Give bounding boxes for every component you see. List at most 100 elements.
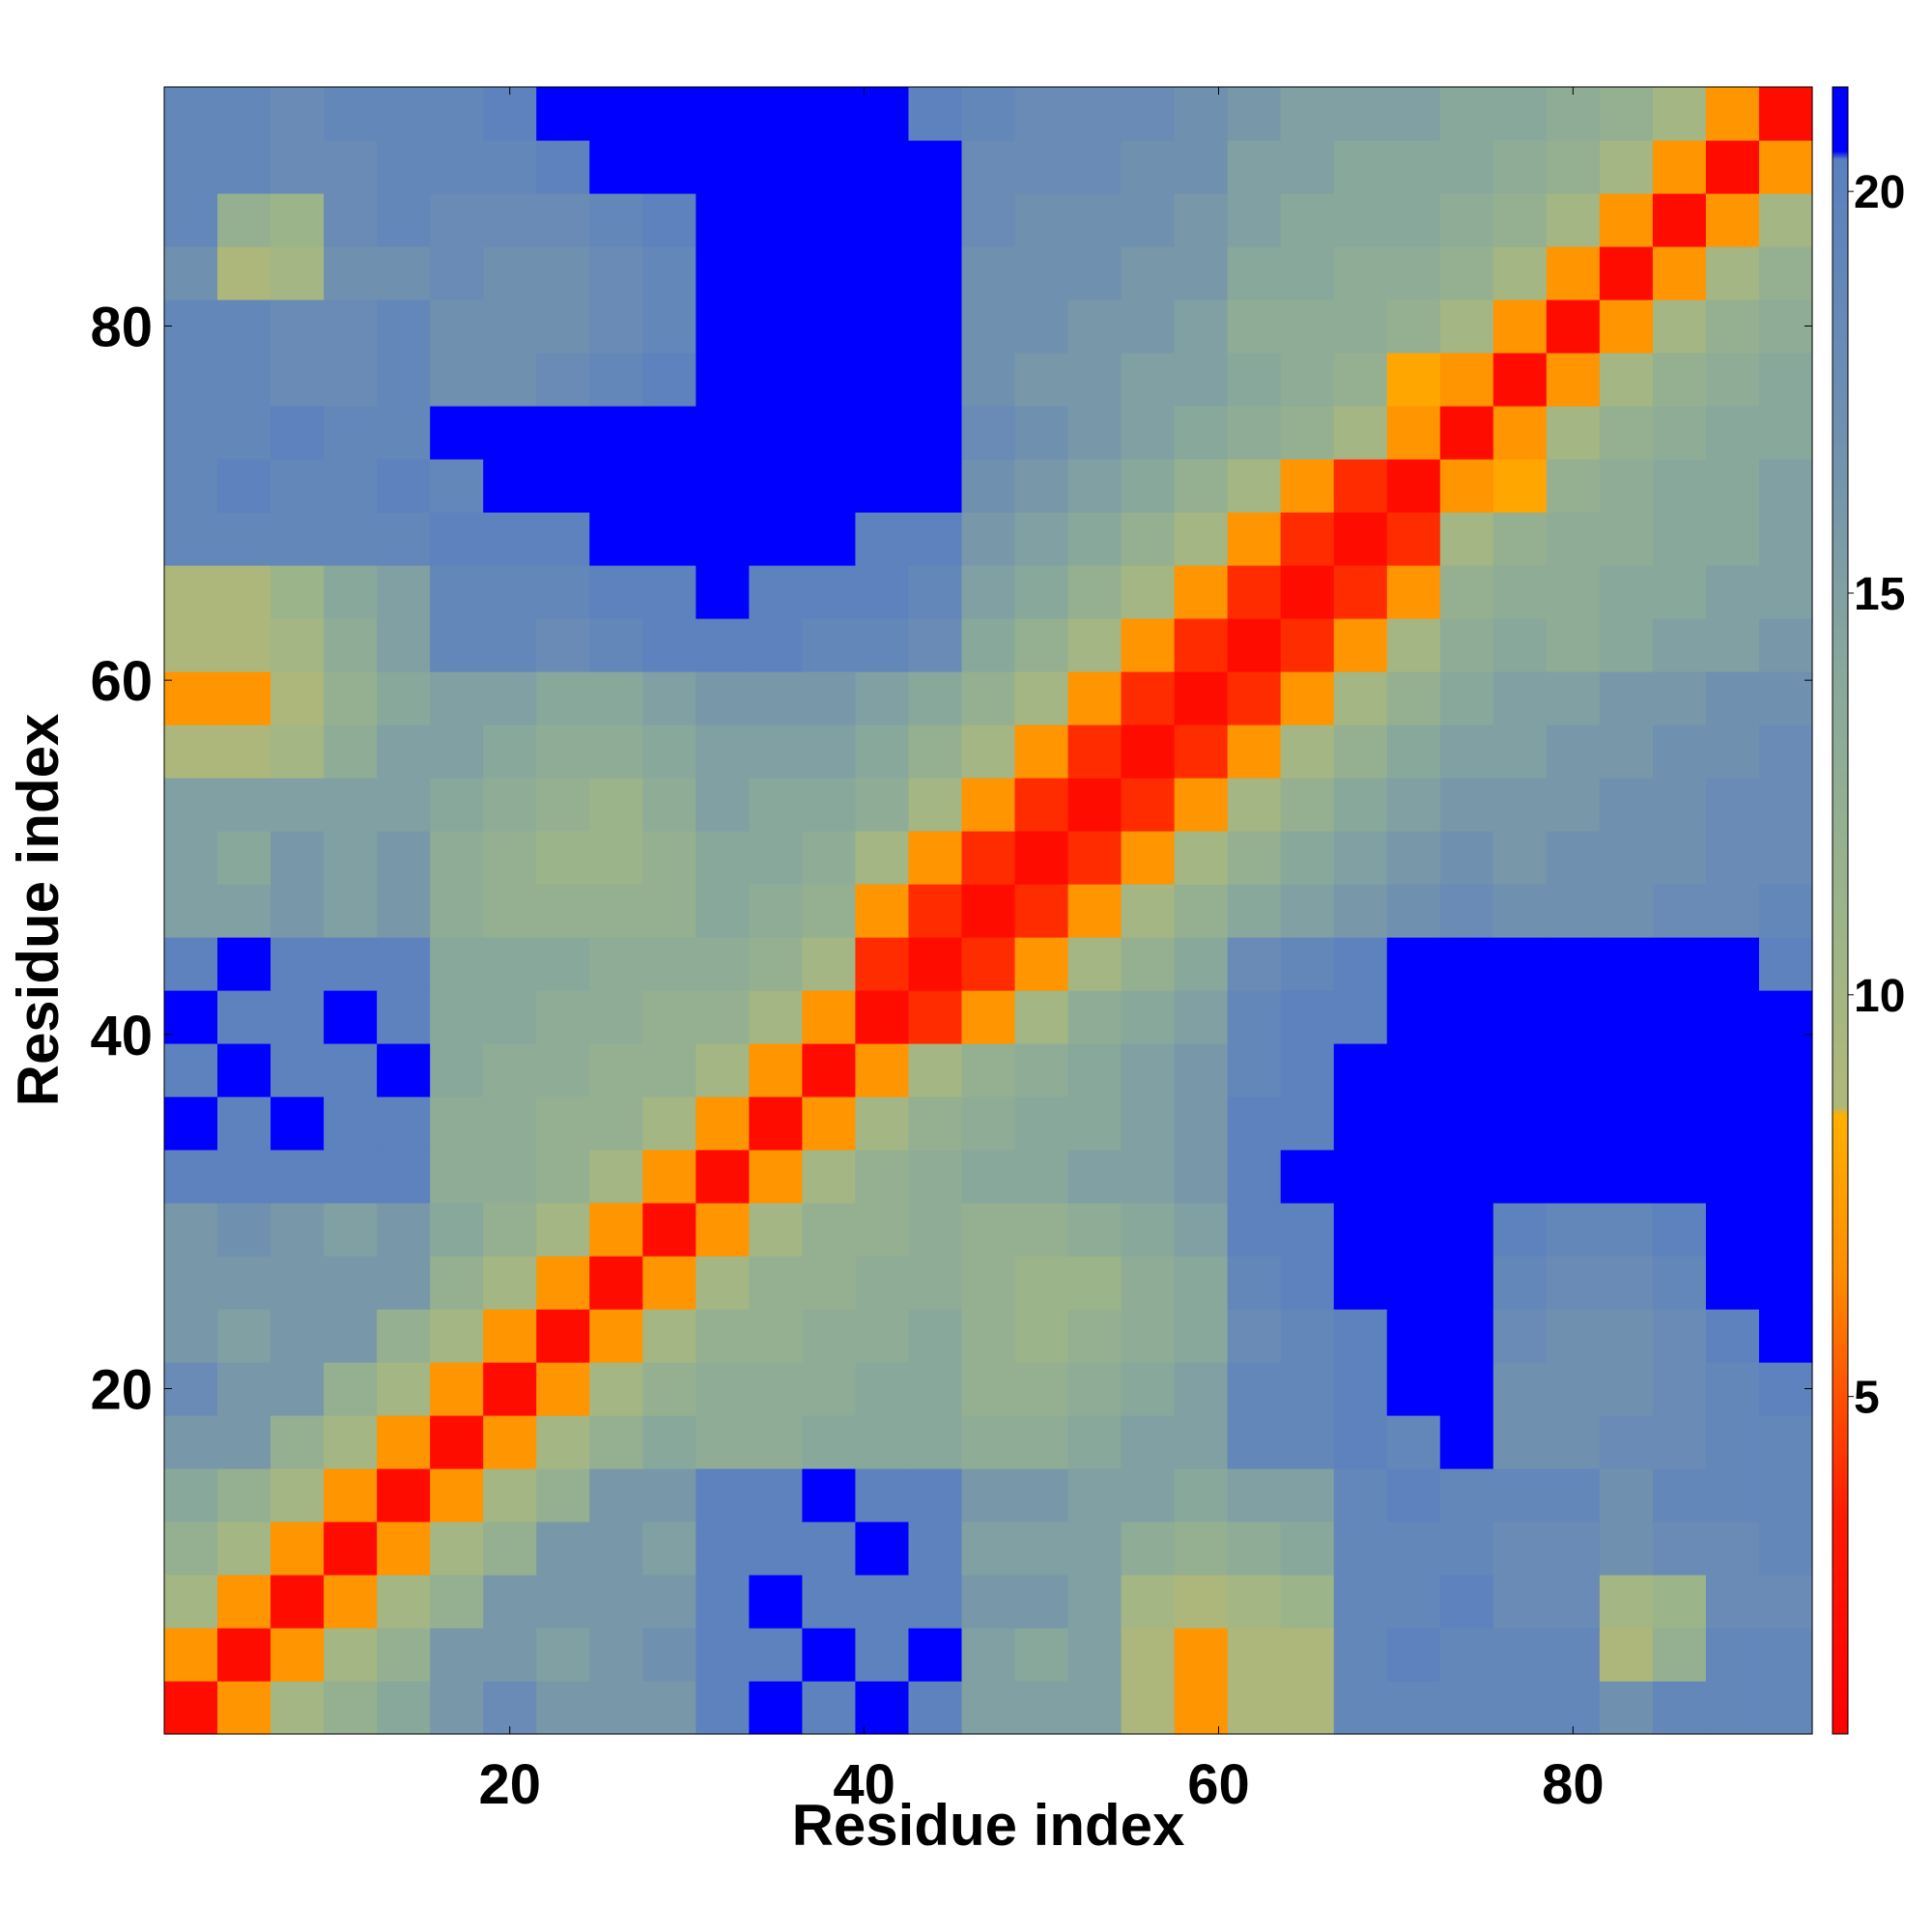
heatmap-cell — [908, 1309, 963, 1363]
heatmap-cell — [430, 831, 484, 885]
heatmap-cell — [1227, 1575, 1282, 1629]
heatmap-cell — [1386, 1309, 1441, 1363]
heatmap-cell — [483, 1150, 537, 1204]
heatmap-cell — [1280, 459, 1335, 513]
heatmap-cell — [1386, 1628, 1441, 1682]
heatmap-cell — [696, 1468, 750, 1522]
heatmap-cell — [589, 1575, 643, 1629]
heatmap-cell — [1121, 831, 1176, 885]
heatmap-cell — [1174, 1415, 1229, 1469]
heatmap-cell — [324, 353, 378, 407]
heatmap-cell — [324, 884, 378, 938]
heatmap-cell — [1121, 1309, 1176, 1363]
heatmap-cell — [1758, 884, 1813, 938]
heatmap-cell — [749, 1468, 803, 1522]
heatmap-cell — [377, 1681, 431, 1735]
heatmap-cell — [536, 1575, 590, 1629]
heatmap-cell — [164, 1150, 218, 1204]
heatmap-cell — [1014, 140, 1069, 194]
heatmap-cell — [1333, 1309, 1388, 1363]
heatmap-cell — [324, 565, 378, 619]
heatmap-cell — [536, 724, 590, 779]
heatmap-cell — [217, 1521, 271, 1576]
heatmap-cell — [377, 406, 431, 460]
heatmap-cell — [536, 671, 590, 725]
heatmap-cell — [483, 884, 537, 938]
heatmap-cell — [1174, 831, 1229, 885]
heatmap-cell — [1386, 1415, 1441, 1469]
heatmap-cell — [1652, 990, 1707, 1044]
heatmap-cell — [164, 406, 218, 460]
heatmap-cell — [589, 1256, 643, 1310]
heatmap-cell — [855, 1043, 910, 1097]
heatmap-cell — [536, 618, 590, 672]
heatmap-cell — [696, 1150, 750, 1204]
heatmap-cell — [1758, 1521, 1813, 1576]
heatmap-cell — [1067, 1521, 1122, 1576]
heatmap-cell — [377, 140, 431, 194]
heatmap-cell — [1280, 1681, 1335, 1735]
heatmap-cell — [536, 1468, 590, 1522]
heatmap-cell — [1333, 1150, 1388, 1204]
heatmap-cell — [961, 778, 1016, 832]
heatmap-cell — [1227, 1043, 1282, 1097]
heatmap-cell — [749, 671, 803, 725]
heatmap-cell — [1758, 1575, 1813, 1629]
heatmap-cell — [377, 831, 431, 885]
heatmap-cell — [536, 193, 590, 247]
heatmap-cell — [1492, 193, 1548, 247]
heatmap-cell — [1758, 618, 1813, 672]
heatmap-cell — [1227, 1362, 1282, 1416]
heatmap-cell — [1333, 990, 1388, 1044]
heatmap-cell — [855, 1150, 910, 1204]
heatmap-cell — [1067, 1468, 1122, 1522]
heatmap-cell — [1121, 1468, 1176, 1522]
heatmap-cell — [1652, 1468, 1707, 1522]
heatmap-cell — [1067, 246, 1122, 300]
heatmap-cell — [1705, 193, 1760, 247]
heatmap-cell — [1227, 1415, 1282, 1469]
heatmap-cell — [1546, 618, 1601, 672]
heatmap-cell — [270, 1043, 325, 1097]
heatmap-cell — [270, 459, 325, 513]
heatmap-cell — [1546, 724, 1601, 779]
heatmap-cell — [430, 565, 484, 619]
heatmap-cell — [1492, 299, 1548, 354]
heatmap-cell — [1333, 1575, 1388, 1629]
heatmap-cell — [536, 1521, 590, 1576]
heatmap-cell — [1652, 1681, 1707, 1735]
heatmap-cell — [324, 193, 378, 247]
heatmap-cell — [855, 1415, 910, 1469]
heatmap-cell — [377, 1362, 431, 1416]
heatmap-cell — [642, 1096, 696, 1151]
heatmap-cell — [1014, 671, 1069, 725]
heatmap-cell — [430, 299, 484, 354]
heatmap-cell — [642, 512, 696, 566]
heatmap-cell — [1599, 1203, 1654, 1257]
heatmap-cell — [696, 565, 750, 619]
heatmap-cell — [377, 937, 431, 991]
heatmap-cell — [1067, 299, 1122, 354]
heatmap-cell — [324, 406, 378, 460]
heatmap-cell — [1386, 406, 1441, 460]
heatmap-cell — [164, 1468, 218, 1522]
heatmap-cell — [642, 831, 696, 885]
heatmap-cell — [483, 671, 537, 725]
heatmap-cell — [802, 1203, 857, 1257]
heatmap-cell — [1599, 1096, 1654, 1151]
heatmap-cell — [749, 724, 803, 779]
heatmap-cell — [642, 990, 696, 1044]
heatmap-cell — [696, 1256, 750, 1310]
heatmap-cell — [483, 353, 537, 407]
heatmap-cell — [961, 1362, 1016, 1416]
heatmap-cell — [270, 299, 325, 354]
heatmap-cell — [1758, 1681, 1813, 1735]
heatmap-cell — [536, 778, 590, 832]
heatmap-cell — [430, 1362, 484, 1416]
heatmap-cell — [1599, 1150, 1654, 1204]
heatmap-cell — [1492, 1256, 1548, 1310]
heatmap-cell — [164, 1043, 218, 1097]
heatmap-cell — [961, 1415, 1016, 1469]
heatmap-cell — [1014, 1362, 1069, 1416]
heatmap-cell — [908, 1203, 963, 1257]
